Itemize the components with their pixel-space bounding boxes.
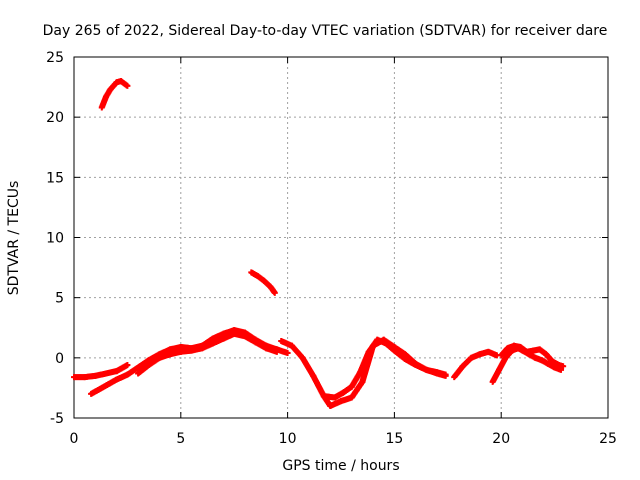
y-tick-label: 15 bbox=[46, 170, 64, 186]
y-tick-label: 5 bbox=[55, 291, 64, 307]
data-point bbox=[560, 363, 567, 370]
data-point bbox=[273, 348, 280, 355]
series-arc-3 bbox=[88, 327, 291, 397]
series-arc-8 bbox=[451, 348, 500, 381]
series-arc-5 bbox=[248, 269, 278, 296]
data-marks bbox=[71, 78, 567, 409]
series-arc-7 bbox=[323, 336, 449, 401]
y-tick-label: 10 bbox=[46, 231, 64, 247]
x-tick-label: 20 bbox=[492, 431, 510, 447]
x-tick-label: 0 bbox=[70, 431, 79, 447]
data-point bbox=[124, 82, 131, 89]
data-point bbox=[124, 362, 131, 369]
x-axis-label: GPS time / hours bbox=[282, 458, 399, 474]
x-tick-label: 25 bbox=[599, 431, 617, 447]
series-arc-10 bbox=[498, 342, 567, 370]
series-arc-2 bbox=[98, 78, 131, 111]
x-tick-label: 15 bbox=[385, 431, 403, 447]
series-arc-6 bbox=[278, 336, 449, 409]
series-arc-1 bbox=[71, 362, 131, 381]
data-point bbox=[442, 371, 449, 378]
axis-ticks: 0 5 10 15 20 25 -5 0 5 10 15 20 25 bbox=[46, 50, 617, 447]
x-tick-label: 5 bbox=[176, 431, 185, 447]
chart-title: Day 265 of 2022, Sidereal Day-to-day VTE… bbox=[43, 23, 608, 39]
x-tick-label: 10 bbox=[279, 431, 297, 447]
series-arc-4 bbox=[135, 330, 280, 377]
y-tick-label: 20 bbox=[46, 110, 64, 126]
y-tick-label: 0 bbox=[55, 351, 64, 367]
grid-lines bbox=[74, 57, 608, 418]
y-tick-label: -5 bbox=[50, 411, 64, 427]
data-point bbox=[284, 350, 291, 357]
data-point bbox=[271, 289, 278, 296]
y-tick-label: 25 bbox=[46, 50, 64, 66]
y-axis-label: SDTVAR / TECUs bbox=[6, 181, 22, 296]
